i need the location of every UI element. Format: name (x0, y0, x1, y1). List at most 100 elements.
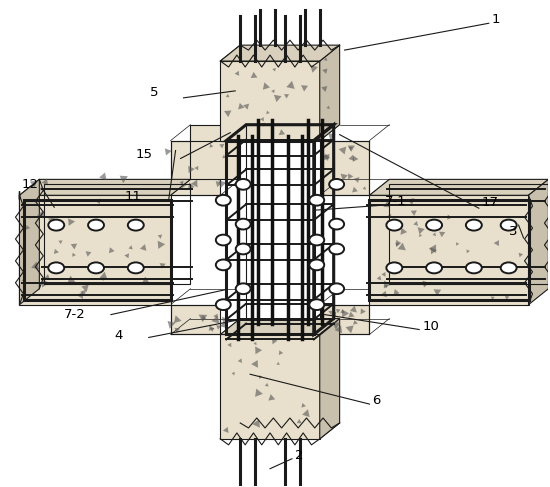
Polygon shape (277, 362, 280, 365)
Polygon shape (194, 166, 199, 170)
Polygon shape (99, 172, 107, 180)
Polygon shape (491, 297, 494, 300)
Polygon shape (428, 244, 436, 253)
Polygon shape (42, 178, 48, 185)
Polygon shape (431, 247, 437, 254)
Polygon shape (119, 176, 128, 183)
Polygon shape (235, 71, 239, 76)
Polygon shape (221, 318, 340, 335)
Polygon shape (331, 312, 336, 318)
Ellipse shape (500, 220, 516, 230)
Polygon shape (320, 45, 340, 141)
Ellipse shape (128, 262, 144, 273)
Polygon shape (255, 389, 263, 397)
Polygon shape (258, 375, 262, 379)
Ellipse shape (309, 260, 324, 270)
Polygon shape (352, 187, 358, 192)
Polygon shape (422, 281, 429, 287)
Polygon shape (287, 81, 295, 89)
Polygon shape (226, 94, 229, 97)
Polygon shape (349, 147, 353, 150)
Ellipse shape (236, 283, 251, 294)
Polygon shape (362, 187, 366, 190)
Polygon shape (37, 210, 45, 218)
Polygon shape (320, 141, 370, 195)
Polygon shape (109, 247, 114, 253)
Text: 7-1: 7-1 (386, 195, 407, 208)
Text: 6: 6 (372, 394, 381, 407)
Polygon shape (19, 179, 190, 195)
Polygon shape (221, 335, 320, 439)
Polygon shape (216, 181, 222, 187)
Polygon shape (310, 65, 318, 73)
Polygon shape (254, 342, 256, 345)
Polygon shape (81, 284, 89, 292)
Polygon shape (323, 154, 329, 161)
Polygon shape (142, 277, 150, 283)
Polygon shape (42, 279, 50, 287)
Polygon shape (370, 179, 548, 195)
Polygon shape (432, 232, 436, 236)
Polygon shape (413, 221, 418, 226)
Polygon shape (320, 305, 370, 335)
Polygon shape (322, 69, 327, 74)
Polygon shape (381, 272, 386, 277)
Ellipse shape (329, 179, 344, 190)
Polygon shape (243, 104, 249, 110)
Ellipse shape (329, 219, 344, 229)
Polygon shape (505, 296, 509, 300)
Ellipse shape (309, 235, 324, 245)
Polygon shape (353, 320, 358, 325)
Ellipse shape (386, 262, 402, 273)
Text: 10: 10 (422, 319, 439, 333)
Polygon shape (348, 173, 353, 179)
Polygon shape (272, 68, 276, 72)
Polygon shape (54, 249, 59, 254)
Polygon shape (48, 218, 55, 224)
Polygon shape (188, 183, 195, 189)
Polygon shape (456, 242, 459, 246)
Polygon shape (417, 227, 425, 234)
Polygon shape (396, 240, 402, 246)
Text: 12: 12 (21, 178, 38, 191)
Polygon shape (284, 94, 289, 98)
Polygon shape (44, 274, 50, 280)
Polygon shape (100, 272, 107, 280)
Polygon shape (216, 325, 221, 330)
Polygon shape (324, 153, 330, 160)
Polygon shape (31, 262, 39, 269)
Polygon shape (411, 210, 417, 216)
Polygon shape (221, 45, 340, 61)
Polygon shape (384, 284, 388, 288)
Polygon shape (158, 235, 162, 239)
Polygon shape (170, 305, 221, 335)
Polygon shape (348, 146, 355, 152)
Polygon shape (211, 316, 219, 324)
Ellipse shape (329, 283, 344, 294)
Polygon shape (232, 372, 235, 375)
Ellipse shape (309, 195, 324, 206)
Polygon shape (261, 123, 265, 127)
Polygon shape (190, 125, 240, 179)
Polygon shape (260, 117, 264, 121)
Ellipse shape (88, 262, 104, 273)
Polygon shape (238, 103, 245, 110)
Polygon shape (340, 309, 345, 313)
Polygon shape (400, 228, 407, 235)
Polygon shape (324, 57, 327, 61)
Polygon shape (252, 419, 260, 428)
Polygon shape (222, 155, 226, 158)
Polygon shape (255, 347, 262, 355)
Polygon shape (328, 311, 333, 315)
Polygon shape (67, 276, 75, 283)
Polygon shape (251, 72, 257, 78)
Polygon shape (201, 315, 206, 320)
Text: 1: 1 (492, 13, 500, 26)
Text: 15: 15 (136, 149, 153, 162)
Polygon shape (332, 322, 340, 330)
Polygon shape (77, 292, 83, 299)
Polygon shape (263, 82, 270, 90)
Polygon shape (279, 129, 285, 135)
Polygon shape (301, 85, 308, 92)
Polygon shape (340, 174, 348, 181)
